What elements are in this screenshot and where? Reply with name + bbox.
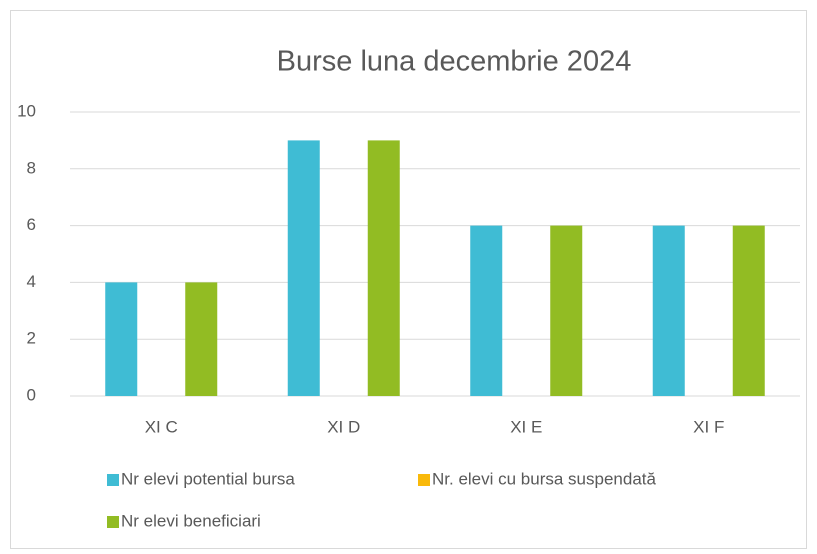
y-tick-label: 0: [27, 385, 36, 404]
x-tick-label: XI E: [510, 417, 542, 436]
y-tick-label: 8: [27, 158, 36, 177]
y-tick-label: 4: [27, 272, 36, 291]
chart-frame: [10, 10, 807, 549]
bar: [185, 282, 218, 396]
x-tick-label: XI C: [145, 417, 178, 436]
bar: [652, 225, 685, 396]
bar: [732, 225, 765, 396]
y-tick-label: 10: [17, 101, 36, 120]
legend-label: Nr elevi beneficiari: [121, 511, 261, 530]
legend-label: Nr elevi potential bursa: [121, 469, 295, 488]
legend-swatch: [107, 474, 119, 486]
y-tick-label: 6: [27, 215, 36, 234]
bar: [367, 140, 400, 396]
x-tick-label: XI F: [693, 417, 724, 436]
bar: [550, 225, 583, 396]
chart-title: Burse luna decembrie 2024: [277, 46, 632, 78]
y-tick-label: 2: [27, 329, 36, 348]
bar: [470, 225, 503, 396]
legend-swatch: [418, 474, 430, 486]
bar: [105, 282, 138, 396]
legend-swatch: [107, 516, 119, 528]
legend-label: Nr. elevi cu bursa suspendată: [432, 469, 657, 488]
x-tick-label: XI D: [327, 417, 360, 436]
bar: [287, 140, 320, 396]
